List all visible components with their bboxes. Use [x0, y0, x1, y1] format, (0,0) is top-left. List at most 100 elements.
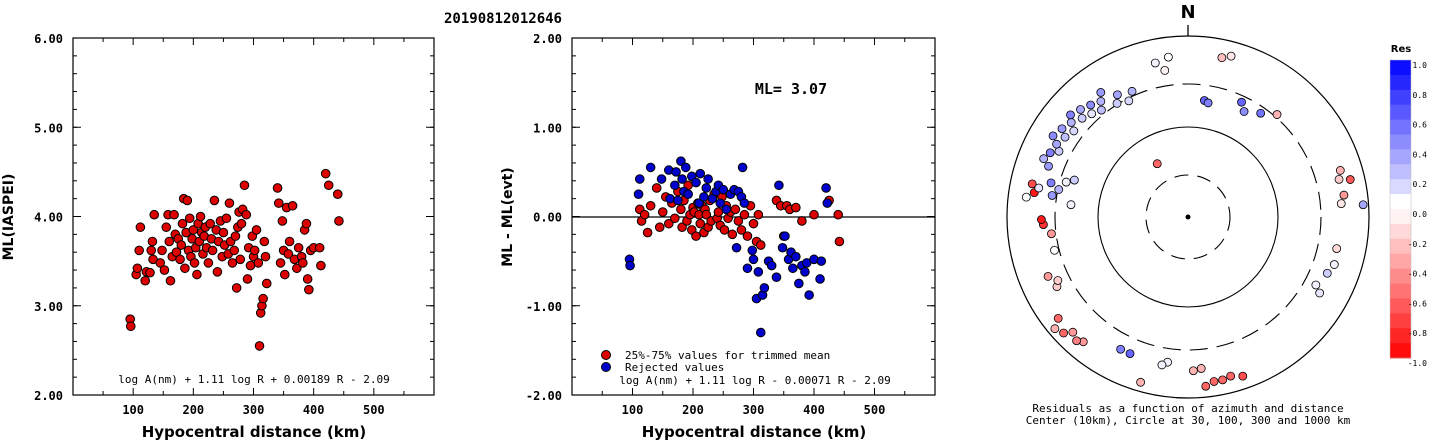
- station-marker: [1027, 179, 1037, 189]
- data-point: [673, 195, 683, 206]
- data-point: [227, 258, 238, 268]
- data-point: [721, 204, 732, 215]
- colorbar-cell: [1390, 119, 1411, 135]
- station-marker: [1124, 96, 1134, 106]
- data-point: [182, 195, 193, 206]
- station-marker: [1196, 364, 1206, 373]
- data-point: [284, 236, 295, 247]
- station-marker: [1329, 260, 1339, 269]
- data-point: [332, 189, 343, 199]
- data-point: [780, 231, 790, 241]
- data-point: [242, 274, 253, 284]
- x-tick-label: 300: [743, 403, 765, 417]
- colorbar-cell: [1390, 283, 1411, 299]
- data-point: [239, 180, 250, 191]
- data-point: [207, 245, 218, 256]
- data-point: [737, 162, 748, 173]
- data-point: [245, 260, 256, 271]
- data-point: [192, 269, 202, 280]
- data-point: [177, 218, 188, 229]
- formula-text: log A(nm) + 1.11 log R - 0.00071 R - 2.0…: [619, 374, 891, 387]
- station-marker: [1332, 244, 1342, 254]
- x-axis-label: Hypocentral distance (km): [142, 423, 367, 441]
- data-point: [132, 263, 143, 274]
- y-tick-label: 3.00: [34, 300, 63, 314]
- y-axis-label: ML - ML(evt): [500, 167, 516, 266]
- colorbar-title: Res: [1391, 44, 1411, 55]
- formula-text: log A(nm) + 1.11 log R + 0.00189 R - 2.0…: [118, 373, 390, 386]
- circle-300km: [1054, 83, 1322, 351]
- y-tick-label: -1.00: [526, 300, 562, 314]
- y-tick-label: 0.00: [533, 211, 562, 225]
- data-point: [301, 218, 312, 229]
- data-point: [677, 222, 687, 233]
- station-marker: [1066, 118, 1076, 127]
- data-point: [771, 272, 782, 282]
- data-point: [753, 267, 764, 277]
- station-marker: [1096, 96, 1106, 106]
- data-point: [314, 242, 325, 253]
- station-marker: [1201, 381, 1211, 391]
- circle-100km: [1097, 126, 1279, 308]
- data-point: [147, 236, 158, 247]
- station-marker: [1112, 99, 1122, 108]
- data-point: [788, 263, 798, 274]
- station-marker: [1209, 377, 1219, 386]
- station-marker: [1116, 344, 1126, 354]
- colorbar-frame: [1389, 59, 1412, 359]
- station-marker: [1037, 215, 1046, 224]
- data-point: [260, 251, 271, 262]
- data-point: [833, 209, 844, 220]
- colorbar-tick-label: 0.8: [1413, 91, 1428, 100]
- station-marker: [1150, 58, 1160, 68]
- data-point: [320, 168, 331, 179]
- colorbar-cell: [1390, 223, 1411, 240]
- data-point: [834, 236, 845, 247]
- data-point: [699, 192, 709, 202]
- data-point: [159, 265, 170, 275]
- station-marker: [1069, 126, 1079, 136]
- data-point: [169, 209, 179, 220]
- station-marker: [1050, 245, 1059, 255]
- data-point: [254, 341, 265, 351]
- data-point: [739, 198, 750, 208]
- data-point: [184, 213, 195, 224]
- data-point: [279, 269, 290, 280]
- station-marker: [1054, 185, 1064, 194]
- y-tick-label: -2.00: [526, 389, 562, 403]
- data-point: [645, 162, 656, 173]
- data-point: [277, 216, 288, 226]
- data-point: [742, 231, 753, 241]
- colorbar-cell: [1390, 343, 1411, 359]
- panel-ml-iaspei: 100 200 300 400 500 2.00 3.00 4.00 5.00 6.00 Hypo…: [1, 32, 435, 441]
- station-marker: [1097, 105, 1106, 115]
- data-point: [791, 202, 801, 213]
- data-point: [753, 209, 764, 220]
- station-marker: [1188, 366, 1198, 376]
- data-point: [766, 260, 777, 271]
- data-point: [715, 198, 726, 208]
- station-marker: [1336, 199, 1346, 208]
- data-point: [670, 180, 680, 191]
- event-id-title: 20190812012646: [444, 11, 562, 27]
- data-point: [633, 189, 644, 199]
- data-point: [180, 263, 190, 274]
- x-tick-label: 400: [303, 403, 325, 417]
- station-marker: [1160, 66, 1170, 75]
- colorbar-cell: [1390, 149, 1411, 165]
- station-marker: [1066, 110, 1075, 120]
- station-marker: [1322, 268, 1332, 278]
- data-point: [733, 216, 744, 226]
- polar-residual-plot: N Residuals as a function of azimuth and…: [1006, 2, 1370, 427]
- data-point: [701, 183, 712, 193]
- polar-caption-1: Residuals as a function of azimuth and d…: [1032, 402, 1343, 415]
- data-point: [135, 222, 146, 233]
- data-point: [742, 263, 753, 274]
- data-point: [822, 198, 833, 208]
- station-marker: [1256, 108, 1266, 118]
- data-point: [695, 168, 706, 179]
- data-point: [241, 209, 252, 220]
- data-point: [283, 249, 294, 259]
- data-point: [816, 256, 827, 266]
